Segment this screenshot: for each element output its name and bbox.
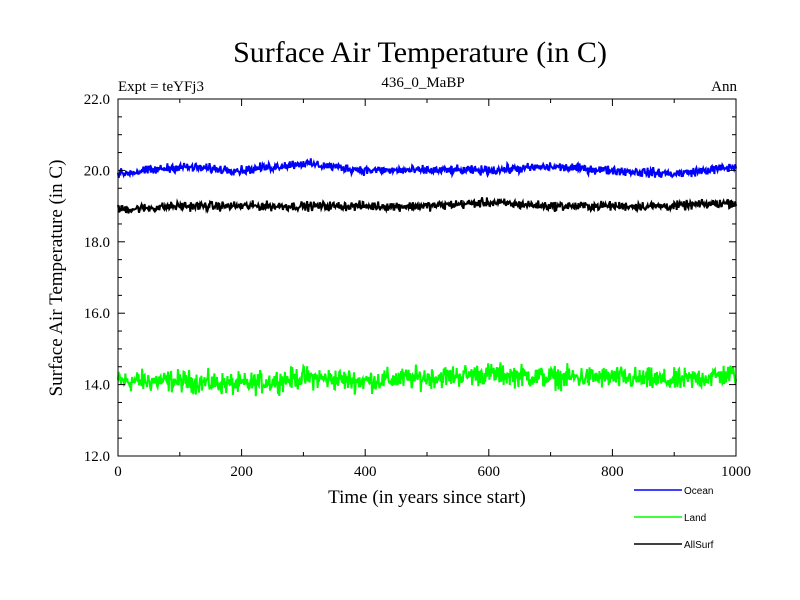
experiment-label: Expt = teYFj3 [118, 79, 204, 95]
x-tick-label: 1000 [721, 464, 751, 480]
season-label: Ann [711, 79, 737, 95]
series-line-land [117, 362, 737, 397]
plot-frame [117, 98, 737, 457]
y-tick-label: 14.0 [84, 378, 110, 394]
series-line-ocean [117, 158, 737, 179]
legend-label-land: Land [684, 513, 706, 524]
chart-title: Surface Air Temperature (in C) [233, 36, 607, 69]
y-tick-label: 22.0 [84, 92, 110, 108]
legend: Ocean Land AllSurf [634, 486, 714, 551]
legend-label-allsurf: AllSurf [684, 540, 714, 551]
y-tick-label: 20.0 [84, 163, 110, 179]
period-label: 436_0_MaBP [381, 75, 464, 91]
x-tick-label: 800 [601, 464, 624, 480]
x-tick-label: 400 [354, 464, 377, 480]
y-tick-label: 12.0 [84, 449, 110, 465]
x-tick-label: 0 [114, 464, 122, 480]
series-line-allsurf [117, 197, 737, 214]
x-tick-label: 200 [230, 464, 253, 480]
y-tick-label: 18.0 [84, 235, 110, 251]
legend-label-ocean: Ocean [684, 486, 713, 497]
y-tick-label: 16.0 [84, 306, 110, 322]
axis-ticks: 0 200 400 600 800 1000 12.0 14.0 16.0 18.0 20.0 22.… [84, 92, 751, 480]
y-axis-label: Surface Air Temperature (in C) [46, 160, 67, 397]
x-tick-label: 600 [478, 464, 501, 480]
series-lines [117, 158, 737, 397]
x-axis-label: Time (in years since start) [328, 487, 526, 508]
